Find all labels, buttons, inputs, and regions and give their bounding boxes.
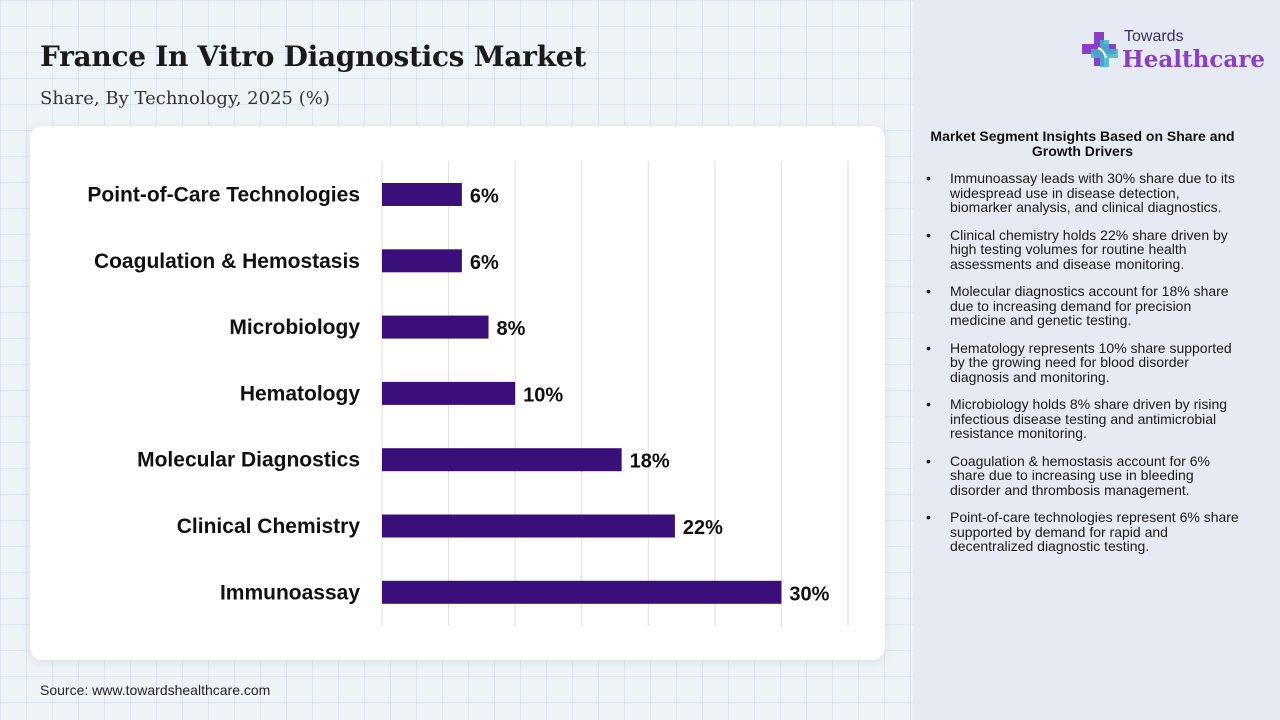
source-note: Source: www.towardshealthcare.com xyxy=(40,682,271,698)
value-label: 6% xyxy=(470,252,499,274)
insight-item: • Molecular diagnostics account for 18% s… xyxy=(926,284,1244,328)
bar-chart: Point-of-Care Technologies 6% Coagulation … xyxy=(87,161,849,626)
bar xyxy=(382,381,516,405)
chart-subtitle: Share, By Technology, 2025 (%) xyxy=(40,88,330,109)
insight-text: Clinical chemistry holds 22% share drive… xyxy=(950,226,1228,272)
cross-plus-icon xyxy=(1082,32,1118,67)
insight-item: • Immunoassay leads with 30% share due to… xyxy=(926,171,1244,215)
insight-item: • Point-of-care technologies represent 6%… xyxy=(926,510,1244,554)
brand-logo: Towards Healthcare xyxy=(1080,28,1265,80)
category-label: Molecular Diagnostics xyxy=(137,449,360,472)
bar xyxy=(382,183,462,206)
bullet-icon: • xyxy=(926,452,931,469)
insight-item: • Clinical chemistry holds 22% share driv… xyxy=(926,226,1244,272)
value-label: 30% xyxy=(789,583,829,605)
value-label: 6% xyxy=(470,186,499,208)
bar xyxy=(382,580,782,604)
insight-item: • Coagulation & hemostasis account for 6%… xyxy=(926,452,1244,498)
category-label: Coagulation & Hemostasis xyxy=(94,250,360,273)
bar xyxy=(382,448,622,472)
insight-text: Microbiology holds 8% share driven by ri… xyxy=(950,396,1228,441)
bullet-icon: • xyxy=(926,170,931,186)
bullet-icon: • xyxy=(926,283,931,299)
bar xyxy=(382,315,489,339)
bar xyxy=(382,514,675,538)
logo-text-healthcare: Healthcare xyxy=(1122,46,1266,73)
insights-list: • Immunoassay leads with 30% share due to… xyxy=(926,171,1244,567)
value-label: 10% xyxy=(523,384,563,406)
chart-title: France In Vitro Diagnostics Market xyxy=(40,40,586,73)
insights-title: Market Segment Insights Based on Share a… xyxy=(930,128,1235,159)
chart-card: Point-of-Care Technologies 6% Coagulation … xyxy=(30,126,885,660)
category-label: Hematology xyxy=(240,382,361,405)
insight-text: Coagulation & hemostasis account for 6% … xyxy=(950,452,1210,498)
insight-text: Molecular diagnostics account for 18% sh… xyxy=(950,283,1229,328)
value-label: 22% xyxy=(683,517,723,539)
category-label: Immunoassay xyxy=(220,581,360,604)
bar xyxy=(382,249,462,273)
insight-text: Immunoassay leads with 30% share due to … xyxy=(950,170,1235,215)
insight-item: • Microbiology holds 8% share driven by r… xyxy=(926,397,1244,441)
logo-text-towards: Towards xyxy=(1124,28,1184,45)
bullet-icon: • xyxy=(926,226,931,243)
insight-item: • Hematology represents 10% share support… xyxy=(926,339,1244,385)
bullet-icon: • xyxy=(926,396,931,412)
bullet-icon: • xyxy=(926,509,931,525)
insights-panel xyxy=(913,0,1280,720)
insight-text: Hematology represents 10% share supporte… xyxy=(950,339,1232,385)
insight-text: Point-of-care technologies represent 6% … xyxy=(950,509,1239,554)
category-label: Clinical Chemistry xyxy=(177,515,361,538)
value-label: 18% xyxy=(630,451,670,473)
category-label: Microbiology xyxy=(229,316,360,339)
value-label: 8% xyxy=(497,318,526,340)
category-label: Point-of-Care Technologies xyxy=(87,184,360,207)
bullet-icon: • xyxy=(926,339,931,356)
